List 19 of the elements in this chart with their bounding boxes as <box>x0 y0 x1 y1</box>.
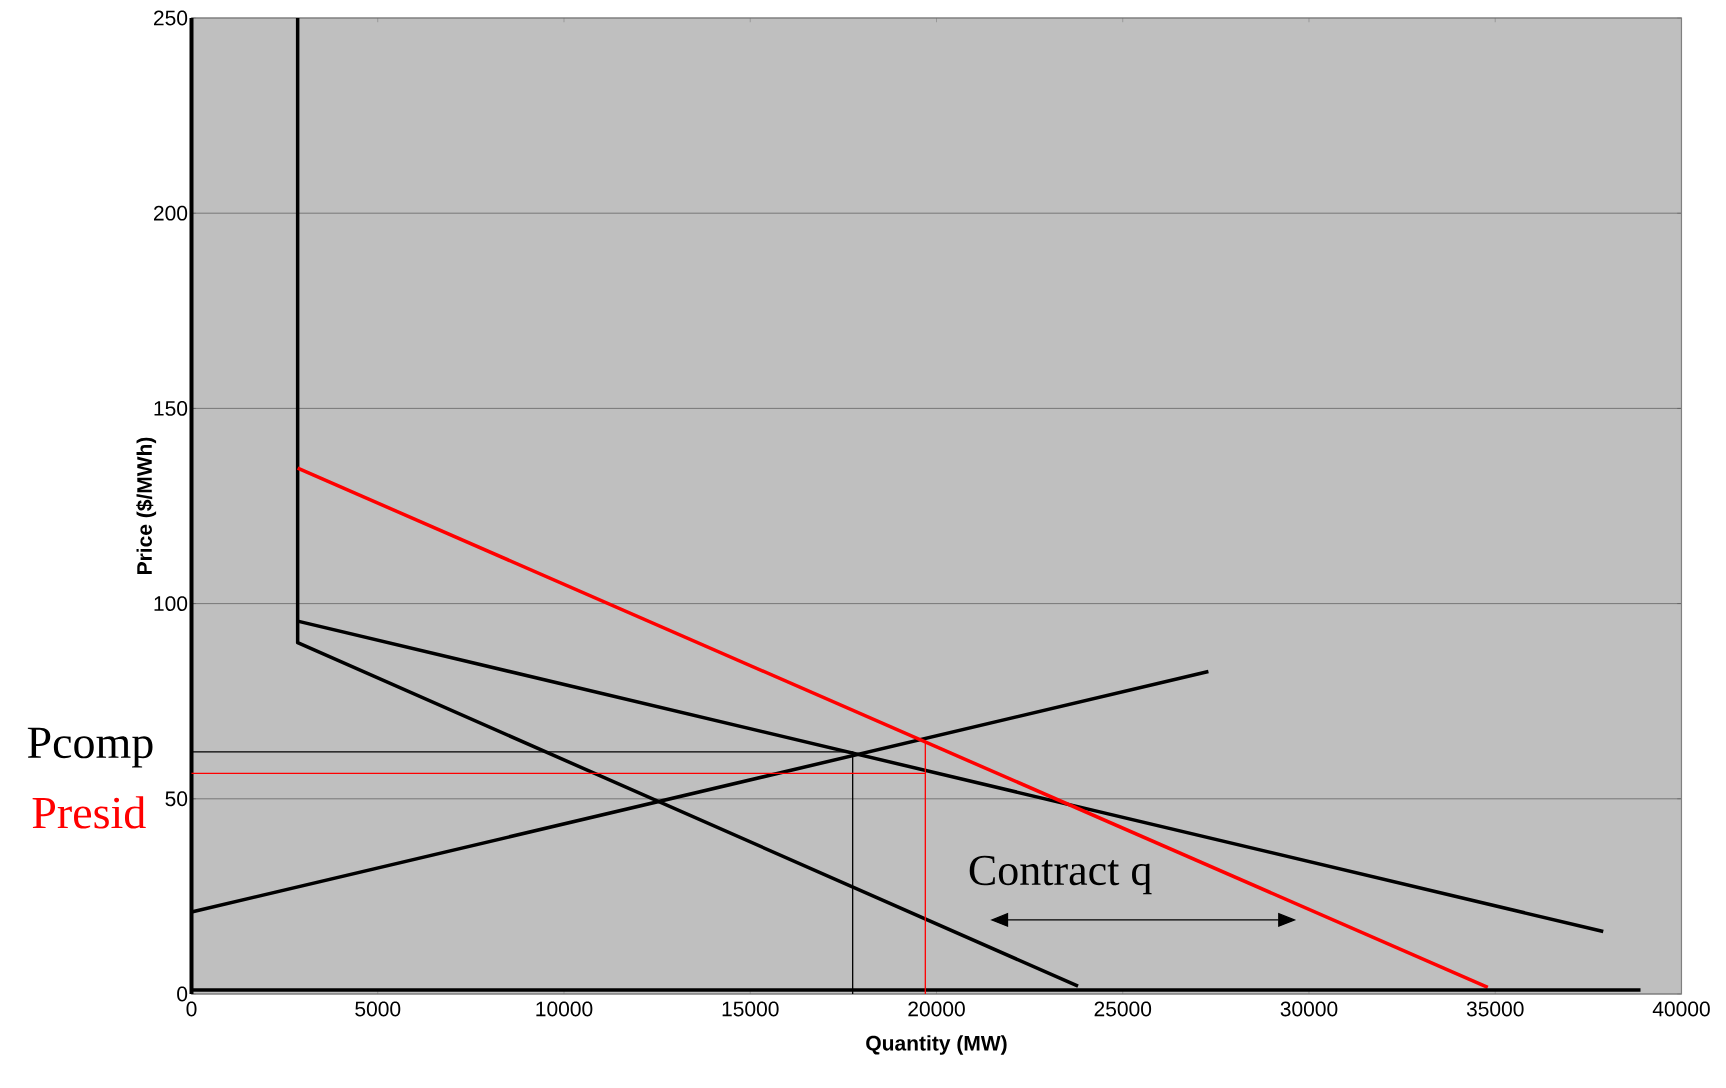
x-tick-label: 5000 <box>355 1001 401 1017</box>
x-tick-label: 10000 <box>536 1001 593 1017</box>
x-axis-title: Quantity (MW) <box>866 1035 1007 1055</box>
y-tick-label: 0 <box>177 986 188 1002</box>
annotation: Contract q <box>969 855 1152 895</box>
y-tick-label: 50 <box>165 791 188 807</box>
y-tick-label: 100 <box>154 596 188 612</box>
text: Presid <box>32 796 146 829</box>
x-tick-label: 15000 <box>722 1001 779 1017</box>
x-tick-label: 40000 <box>1652 1001 1710 1017</box>
y-axis-title: Price ($/MWh) <box>136 437 157 575</box>
x-tick-label: 35000 <box>1466 1001 1524 1017</box>
y-tick-label: 150 <box>154 400 188 416</box>
x-tick-label: 20000 <box>908 1001 965 1017</box>
y-tick-label: 200 <box>154 205 188 221</box>
x-tick-label: 25000 <box>1094 1001 1152 1017</box>
text: Pcomp <box>27 727 153 768</box>
x-tick-label: 30000 <box>1280 1001 1338 1017</box>
y-tick-label: 250 <box>154 10 188 26</box>
